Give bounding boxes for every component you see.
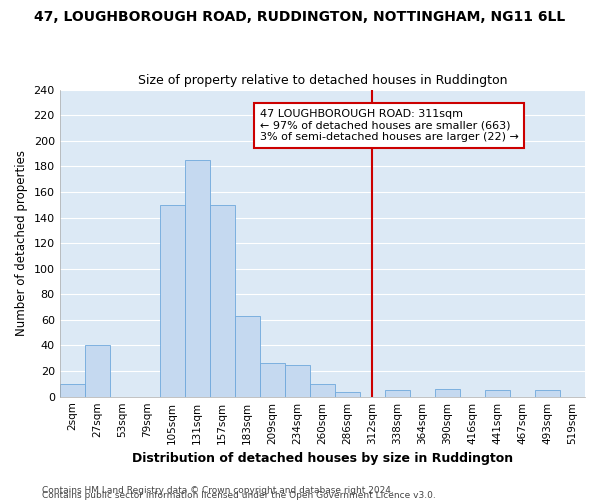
Bar [310,384,335,396]
Bar [260,364,285,396]
Bar [160,204,185,396]
Bar [210,204,235,396]
Bar [85,346,110,397]
Bar [335,392,360,396]
Title: Size of property relative to detached houses in Ruddington: Size of property relative to detached ho… [137,74,507,87]
Bar [385,390,410,396]
Text: Contains HM Land Registry data © Crown copyright and database right 2024.: Contains HM Land Registry data © Crown c… [42,486,394,495]
Bar [59,384,85,396]
Bar [535,390,560,396]
Text: 47 LOUGHBOROUGH ROAD: 311sqm
← 97% of detached houses are smaller (663)
3% of se: 47 LOUGHBOROUGH ROAD: 311sqm ← 97% of de… [260,109,518,142]
Bar [435,389,460,396]
Y-axis label: Number of detached properties: Number of detached properties [15,150,28,336]
Bar [485,390,510,396]
Bar [235,316,260,396]
Text: Contains public sector information licensed under the Open Government Licence v3: Contains public sector information licen… [42,491,436,500]
Bar [185,160,210,396]
X-axis label: Distribution of detached houses by size in Ruddington: Distribution of detached houses by size … [132,452,513,465]
Bar [285,364,310,396]
Text: 47, LOUGHBOROUGH ROAD, RUDDINGTON, NOTTINGHAM, NG11 6LL: 47, LOUGHBOROUGH ROAD, RUDDINGTON, NOTTI… [34,10,566,24]
